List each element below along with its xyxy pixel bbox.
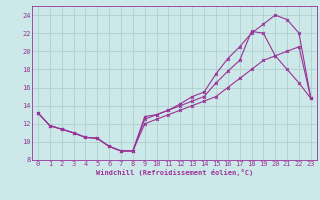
X-axis label: Windchill (Refroidissement éolien,°C): Windchill (Refroidissement éolien,°C): [96, 169, 253, 176]
